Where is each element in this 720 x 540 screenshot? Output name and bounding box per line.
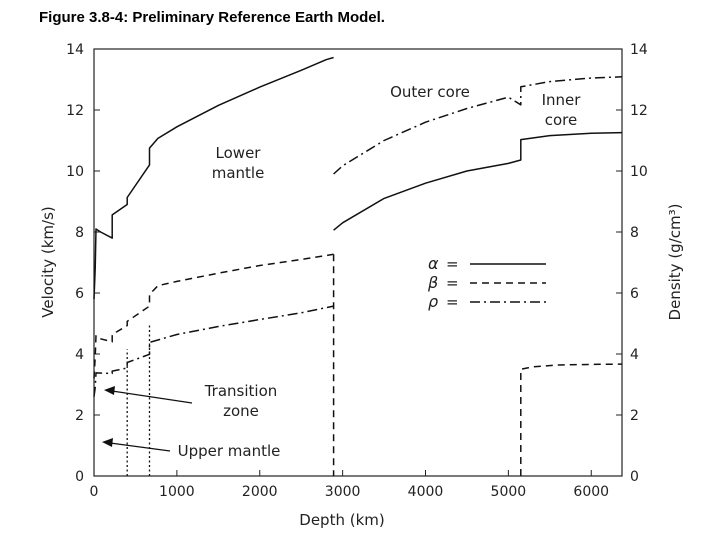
y-tick-label: 4 — [75, 347, 84, 363]
series-line-vs — [93, 253, 334, 379]
transition-zone-arrow — [111, 390, 193, 404]
x-tick-label: 3000 — [325, 484, 361, 500]
y-tick-label: 12 — [66, 103, 84, 119]
x-tick-label: 5000 — [491, 484, 527, 500]
outer-core-label: Outer core — [390, 83, 470, 101]
series-line-density — [93, 305, 334, 397]
y2-tick-label: 8 — [630, 225, 639, 241]
x-tick-label: 0 — [90, 484, 99, 500]
plot-frame — [93, 48, 623, 477]
lower-mantle-label: Lower — [216, 144, 262, 162]
y2-tick-label: 14 — [630, 42, 648, 58]
x-tick-label: 2000 — [242, 484, 278, 500]
series-layer — [93, 56, 623, 476]
x-tick-label: 6000 — [573, 484, 609, 500]
inner-core-label: core — [545, 111, 578, 129]
legend-equals: = — [446, 255, 459, 273]
legend-symbol: ρ — [428, 292, 438, 311]
upper-mantle-label: Upper mantle — [178, 442, 281, 460]
y-tick-label: 6 — [75, 286, 84, 302]
legend-equals: = — [446, 274, 459, 292]
y-tick-label: 2 — [75, 408, 84, 424]
y-tick-label: 14 — [66, 42, 84, 58]
y2-axis-label: Density (g/cm³) — [666, 204, 684, 321]
y2-tick-label: 0 — [630, 469, 639, 485]
figure-title: Figure 3.8-4: Preliminary Reference Eart… — [39, 9, 385, 26]
y-axis-label: Velocity (km/s) — [39, 206, 57, 317]
y-tick-label: 8 — [75, 225, 84, 241]
transition-zone-label: zone — [223, 402, 259, 420]
y2-tick-label: 2 — [630, 408, 639, 424]
legend-equals: = — [446, 293, 459, 311]
y-tick-label: 0 — [75, 469, 84, 485]
x-axis-label: Depth (km) — [299, 511, 384, 529]
transition-zone-label: Transition — [204, 382, 278, 400]
upper-mantle-arrow — [109, 442, 171, 452]
inner-core-label: Inner — [542, 91, 582, 109]
legend: α = β = ρ = — [427, 254, 546, 311]
y-tick-label: 10 — [66, 164, 84, 180]
series-line-vp — [93, 56, 334, 300]
series-line-vp — [333, 131, 623, 231]
plot-border — [93, 48, 623, 477]
annotation-layer: Lower mantle Outer core Inner core Transition… — [102, 83, 581, 460]
tick-layer: 0 1000 2000 3000 4000 5000 6000 0 2 4 6 8 10 12 14 0 2 4 6… — [66, 42, 648, 500]
y2-tick-label: 12 — [630, 103, 648, 119]
y2-tick-label: 6 — [630, 286, 639, 302]
y2-tick-label: 4 — [630, 347, 639, 363]
upper-mantle-arrowhead — [102, 438, 113, 447]
y2-tick-label: 10 — [630, 164, 648, 180]
legend-symbol: α — [428, 254, 439, 273]
lower-mantle-label: mantle — [212, 164, 265, 182]
legend-symbol: β — [427, 273, 438, 292]
x-tick-label: 4000 — [408, 484, 444, 500]
series-line-density — [333, 76, 623, 175]
transition-zone-arrowhead — [104, 386, 115, 395]
x-tick-label: 1000 — [159, 484, 195, 500]
series-line-vs — [520, 363, 623, 476]
